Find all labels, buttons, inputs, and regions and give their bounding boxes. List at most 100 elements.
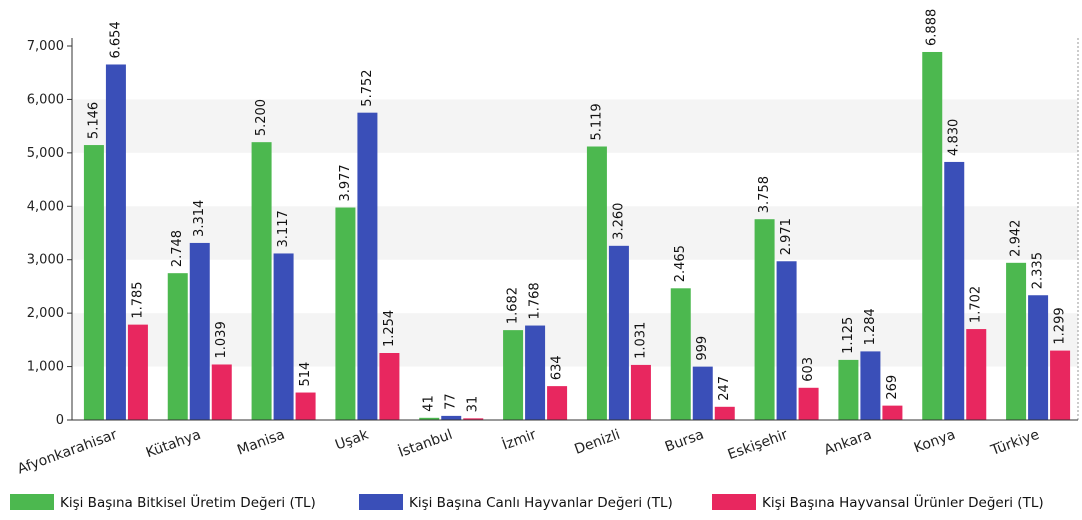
data-label: 1.299 — [1053, 307, 1068, 344]
data-label: 999 — [695, 336, 710, 361]
bars — [83, 51, 1071, 421]
legend-label: Kişi Başına Hayvansal Ürünler Değeri (TL… — [762, 493, 1044, 511]
data-label: 1.284 — [863, 308, 878, 345]
data-label: 2.942 — [1009, 220, 1024, 257]
x-tick-label: Manisa — [235, 427, 287, 459]
grid-band — [72, 99, 1078, 153]
data-label: 2.748 — [170, 230, 185, 267]
bar — [547, 386, 568, 420]
data-label: 5.752 — [360, 69, 375, 106]
bar — [776, 261, 797, 420]
x-tick-label: İstanbul — [396, 425, 455, 461]
data-label: 3.260 — [611, 203, 626, 240]
grid-band — [72, 313, 1078, 367]
x-tick-label: Türkiye — [988, 427, 1042, 460]
data-label: 1.785 — [130, 281, 145, 318]
bar — [714, 406, 735, 420]
y-axis: 0 1,000 2,000 3,000 4,000 5,000 6,000 7,000 — [27, 38, 73, 428]
bar — [966, 329, 987, 420]
data-label: 1.682 — [506, 287, 521, 324]
data-label: 5.119 — [589, 103, 604, 140]
data-label: 6.888 — [925, 9, 940, 46]
bar — [692, 366, 713, 420]
data-label: 3.977 — [338, 164, 353, 201]
bar — [1006, 262, 1027, 420]
grid-band — [72, 206, 1078, 260]
bar — [586, 146, 607, 420]
data-label: 5.200 — [254, 99, 269, 136]
data-label: 1.768 — [528, 282, 543, 319]
bar — [335, 207, 356, 420]
bar — [798, 387, 819, 420]
y-tick-label: 7,000 — [27, 39, 64, 54]
data-label: 1.254 — [382, 310, 397, 347]
bar — [273, 253, 294, 420]
data-label: 4.830 — [947, 119, 962, 156]
bar — [838, 359, 859, 420]
grid-bands — [72, 99, 1078, 367]
legend-swatch — [359, 494, 403, 510]
bar — [441, 415, 462, 420]
data-label: 5.146 — [86, 102, 101, 139]
bar — [503, 330, 524, 420]
y-tick-label: 2,000 — [27, 306, 64, 321]
data-label: 2.971 — [779, 218, 794, 255]
data-label: 603 — [801, 357, 816, 382]
y-tick-label: 5,000 — [27, 146, 64, 161]
bar — [295, 392, 316, 420]
y-tick-label: 1,000 — [27, 360, 64, 375]
x-tick-label: Konya — [912, 427, 958, 457]
bar — [1050, 350, 1071, 420]
x-tick-label: Bursa — [663, 427, 706, 456]
bar — [670, 288, 691, 420]
legend-swatch — [10, 494, 54, 510]
legend-swatch — [712, 494, 756, 510]
data-label: 6.654 — [108, 21, 123, 58]
x-axis: Afyonkarahisar Kütahya Manisa Uşak İstanbul İ… — [15, 425, 1041, 478]
y-tick-label: 6,000 — [27, 92, 64, 107]
bar — [167, 273, 188, 420]
bar — [189, 242, 210, 420]
data-label: 3.117 — [276, 210, 291, 247]
bar — [525, 325, 546, 420]
bar — [83, 145, 104, 420]
data-label: 3.314 — [192, 200, 207, 237]
bar — [105, 64, 126, 421]
data-label: 77 — [444, 393, 459, 410]
x-tick-label: Denizli — [572, 427, 622, 458]
bar — [1028, 295, 1049, 420]
bar — [379, 353, 400, 420]
bar — [419, 417, 440, 420]
y-tick-label: 0 — [56, 413, 64, 428]
legend: Kişi Başına Bitkisel Üretim Değeri (TL) K… — [10, 493, 1044, 511]
bar — [127, 324, 148, 420]
bar — [860, 351, 881, 420]
bar — [630, 364, 651, 420]
bar — [357, 112, 378, 420]
bar — [754, 219, 775, 420]
x-tick-label: Uşak — [333, 426, 371, 453]
data-label: 3.758 — [757, 176, 772, 213]
x-tick-label: Eskişehir — [726, 427, 790, 464]
data-label: 634 — [550, 355, 565, 380]
data-label: 1.125 — [841, 317, 856, 354]
data-label: 247 — [717, 376, 732, 401]
data-label: 41 — [422, 395, 437, 412]
bar — [882, 405, 903, 420]
bar — [463, 418, 484, 420]
data-label: 269 — [885, 375, 900, 400]
data-label: 2.465 — [673, 245, 688, 282]
data-label: 1.031 — [633, 322, 648, 359]
bar — [922, 51, 943, 420]
legend-label: Kişi Başına Canlı Hayvanlar Değeri (TL) — [409, 495, 673, 511]
x-tick-label: Kütahya — [144, 427, 203, 462]
data-label: 514 — [298, 362, 313, 387]
data-label: 1.702 — [969, 286, 984, 323]
x-tick-label: İzmir — [500, 425, 539, 454]
bar — [251, 142, 272, 420]
bar — [608, 245, 629, 420]
data-label: 1.039 — [214, 321, 229, 358]
y-tick-label: 3,000 — [27, 253, 64, 268]
